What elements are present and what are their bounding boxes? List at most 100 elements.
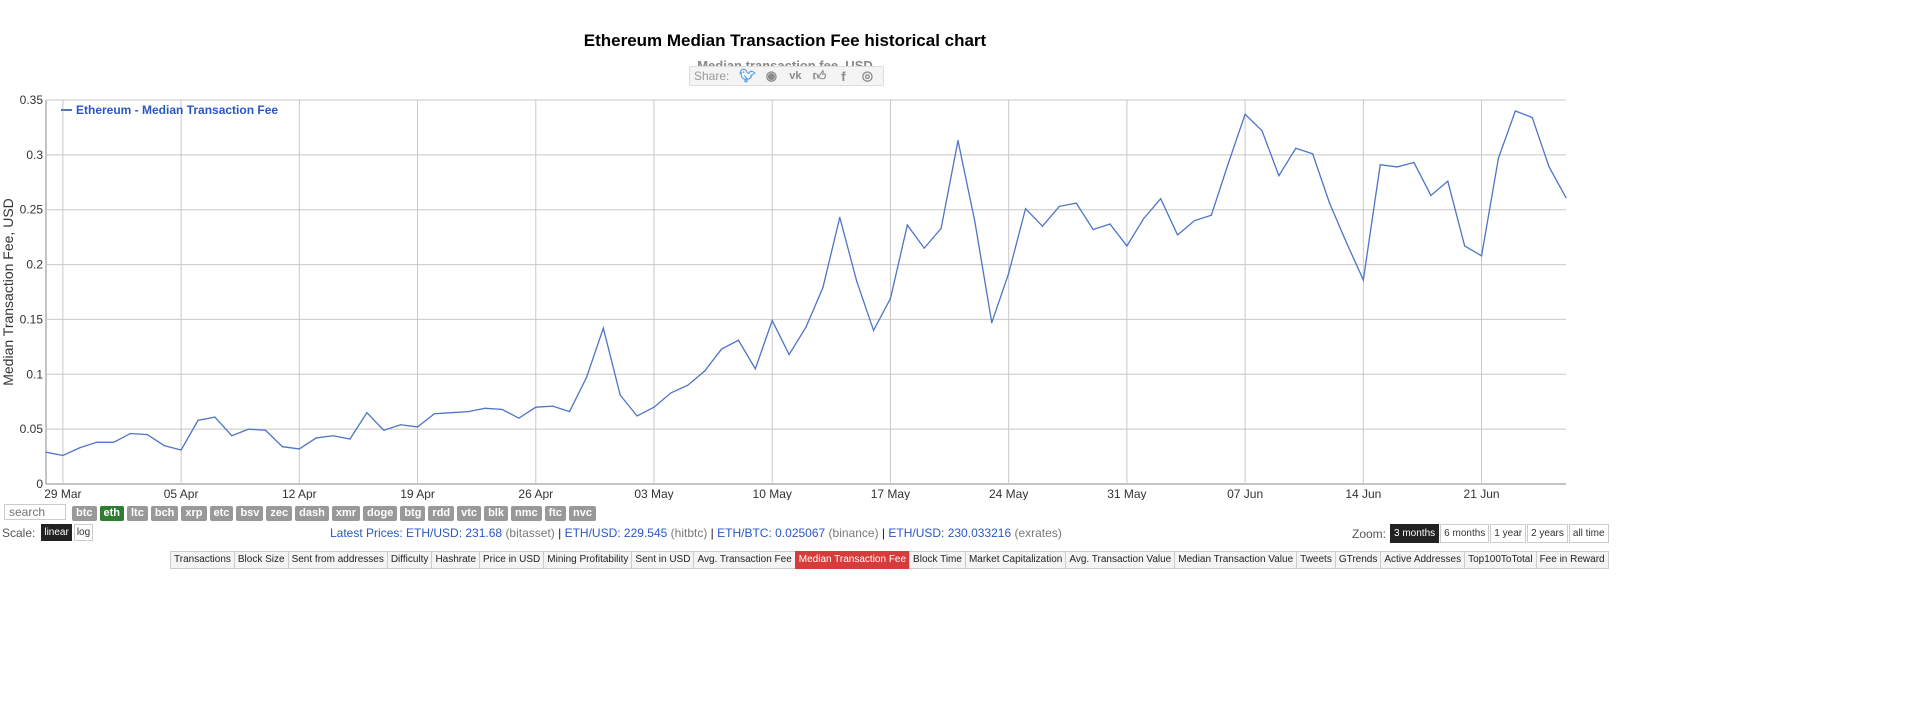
- coin-doge-button[interactable]: doge: [363, 506, 398, 521]
- nav-median-transaction-fee-tab[interactable]: Median Transaction Fee: [794, 551, 911, 569]
- coin-etc-button[interactable]: etc: [209, 506, 234, 521]
- nav-avg-transaction-fee-tab[interactable]: Avg. Transaction Fee: [693, 551, 796, 569]
- coin-ltc-button[interactable]: ltc: [127, 506, 148, 521]
- nav-top100tototal-tab[interactable]: Top100ToTotal: [1464, 551, 1537, 569]
- line-chart: 0 0.05 0.1 0.15 0.2 0.25 0.3 0.35 29 Mar 05 Apr 12…: [0, 93, 1567, 500]
- coin-btc-button[interactable]: btc: [72, 506, 97, 521]
- data-point: [383, 429, 385, 431]
- nav-tweets-tab[interactable]: Tweets: [1296, 551, 1336, 569]
- data-point: [1058, 205, 1060, 208]
- nav-mining-profitability-tab[interactable]: Mining Profitability: [543, 551, 633, 569]
- data-point: [957, 139, 959, 142]
- x-tick-label: 10 May: [753, 487, 792, 500]
- data-point: [1413, 161, 1415, 164]
- nav-median-transaction-value-tab[interactable]: Median Transaction Value: [1174, 551, 1298, 569]
- data-point: [450, 412, 452, 414]
- price-pair[interactable]: ETH/USD: 230.033216: [888, 526, 1012, 540]
- data-point: [96, 441, 98, 443]
- price-source: (exrates): [1014, 526, 1062, 540]
- coin-ftc-button[interactable]: ftc: [544, 506, 567, 521]
- data-point: [1210, 214, 1212, 216]
- data-point: [146, 434, 148, 436]
- nav-gtrends-tab[interactable]: GTrends: [1334, 551, 1382, 569]
- data-point: [366, 412, 368, 414]
- price-separator: |: [878, 526, 889, 540]
- data-point: [214, 416, 216, 418]
- coin-xrp-button[interactable]: xrp: [181, 506, 207, 521]
- series-line: [45, 110, 1567, 457]
- data-point: [1480, 255, 1483, 257]
- x-tick-label: 03 May: [634, 487, 673, 500]
- x-tick-label: 07 Jun: [1227, 487, 1263, 500]
- data-point: [1565, 197, 1567, 199]
- scale-selector: Scale: linear log: [2, 524, 94, 541]
- data-point: [1430, 194, 1432, 197]
- chart-nav-bar: Transactions Block Size Sent from addresse…: [170, 551, 1609, 569]
- coin-nvc-button[interactable]: nvc: [569, 506, 597, 521]
- nav-transactions-tab[interactable]: Transactions: [170, 551, 235, 569]
- nav-hashrate-tab[interactable]: Hashrate: [431, 551, 481, 569]
- data-point: [636, 415, 638, 417]
- coin-zec-button[interactable]: zec: [266, 506, 293, 521]
- coin-rdd-button[interactable]: rdd: [428, 506, 455, 521]
- nav-price-in-usd-tab[interactable]: Price in USD: [479, 551, 545, 569]
- coin-eth-button[interactable]: eth: [99, 506, 124, 521]
- coin-dash-button[interactable]: dash: [295, 506, 329, 521]
- data-point: [552, 405, 554, 407]
- price-pair[interactable]: ETH/USD: 229.545: [564, 526, 668, 540]
- nav-difficulty-tab[interactable]: Difficulty: [386, 551, 433, 569]
- nav-market-capitalization-tab[interactable]: Market Capitalization: [964, 551, 1067, 569]
- data-point: [1497, 157, 1500, 159]
- data-point: [1447, 180, 1449, 182]
- x-tick-label: 26 Apr: [518, 487, 553, 500]
- zoom-2-years-button[interactable]: 2 years: [1527, 524, 1568, 543]
- coin-btg-button[interactable]: btg: [400, 506, 426, 521]
- data-point: [568, 410, 571, 413]
- coin-selector: btcethltcbchxrpetcbsvzecdashxmrdogebtgrd…: [4, 503, 599, 521]
- zoom-all-time-button[interactable]: all time: [1568, 524, 1609, 543]
- price-pair[interactable]: ETH/USD: 231.68: [406, 526, 503, 540]
- data-point: [737, 339, 740, 341]
- coin-blk-button[interactable]: blk: [484, 506, 508, 521]
- nav-block-time-tab[interactable]: Block Time: [909, 551, 966, 569]
- nav-active-addresses-tab[interactable]: Active Addresses: [1380, 551, 1466, 569]
- coin-xmr-button[interactable]: xmr: [331, 506, 361, 521]
- zoom-1-year-button[interactable]: 1 year: [1490, 524, 1527, 543]
- scale-log-button[interactable]: log: [73, 524, 94, 541]
- nav-fee-in-reward-tab[interactable]: Fee in Reward: [1535, 551, 1609, 569]
- weibo-icon[interactable]: ◎: [861, 68, 874, 83]
- nav-sent-from-addresses-tab[interactable]: Sent from addresses: [287, 551, 388, 569]
- coin-nmc-button[interactable]: nmc: [510, 506, 542, 521]
- coin-bsv-button[interactable]: bsv: [236, 506, 264, 521]
- scale-linear-button[interactable]: linear: [41, 524, 72, 541]
- zoom-3-months-button[interactable]: 3 months: [1390, 524, 1440, 543]
- coin-vtc-button[interactable]: vtc: [457, 506, 482, 521]
- data-point: [248, 428, 250, 430]
- data-point: [349, 438, 351, 440]
- vk-icon[interactable]: vk: [789, 70, 802, 82]
- zoom-selector: Zoom: 3 months 6 months 1 year 2 years all t…: [1352, 524, 1609, 543]
- data-point: [771, 319, 773, 322]
- data-point: [1345, 242, 1348, 244]
- x-tick-label: 14 Jun: [1345, 487, 1381, 500]
- coin-search-input[interactable]: [4, 504, 66, 520]
- like-icon[interactable]: 👍︎: [812, 68, 827, 83]
- data-point: [974, 221, 976, 223]
- coin-bch-button[interactable]: bch: [150, 506, 179, 521]
- price-pair[interactable]: ETH/BTC: 0.025067: [717, 526, 826, 540]
- x-tick-label: 21 Jun: [1464, 487, 1500, 500]
- nav-sent-in-usd-tab[interactable]: Sent in USD: [631, 551, 695, 569]
- data-point: [1278, 175, 1280, 177]
- data-point: [670, 392, 672, 394]
- x-tick-label: 31 May: [1107, 487, 1146, 500]
- twitter-icon[interactable]: 🐦︎: [739, 68, 756, 83]
- data-point: [872, 329, 875, 331]
- data-point: [602, 327, 604, 329]
- nav-block-size-tab[interactable]: Block Size: [233, 551, 289, 569]
- zoom-6-months-button[interactable]: 6 months: [1440, 524, 1490, 543]
- latest-prices: Latest Prices: ETH/USD: 231.68 (bitasset…: [330, 526, 1062, 540]
- nav-avg-transaction-value-tab[interactable]: Avg. Transaction Value: [1065, 551, 1176, 569]
- reddit-icon[interactable]: ◉: [765, 68, 778, 83]
- facebook-icon[interactable]: f: [841, 68, 846, 84]
- data-point: [839, 216, 841, 218]
